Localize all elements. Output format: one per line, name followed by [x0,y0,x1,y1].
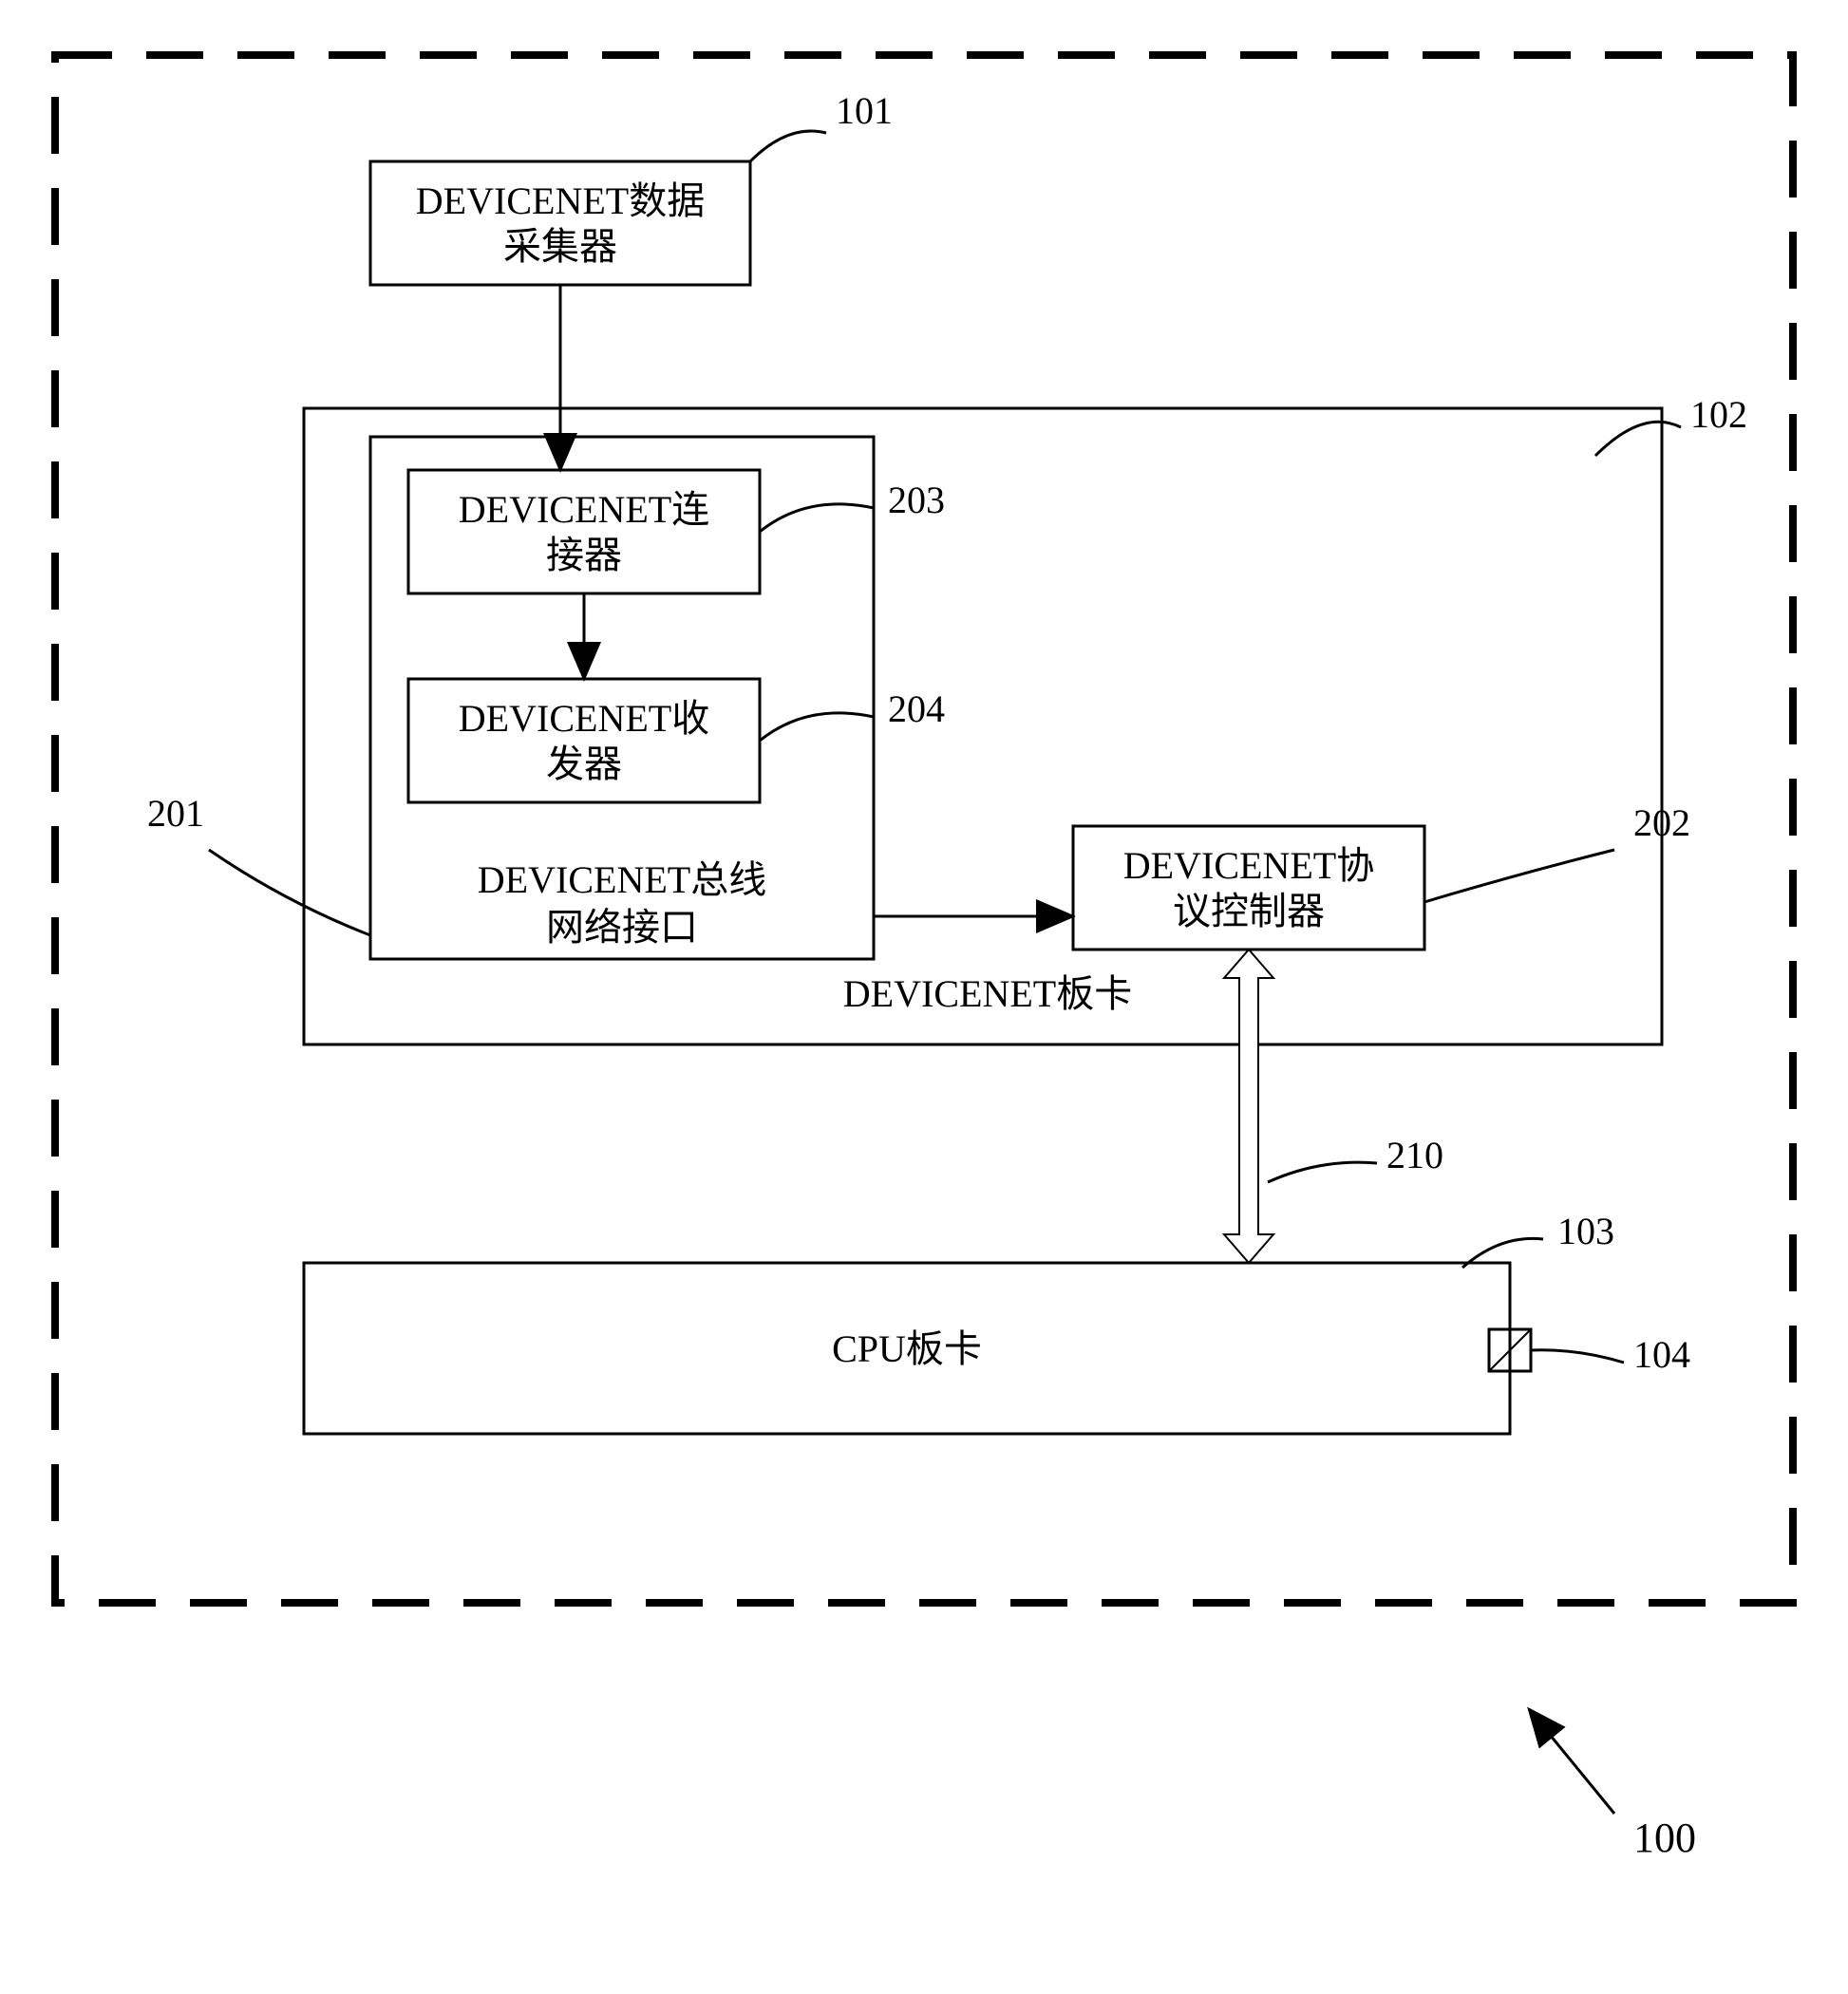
bus-interface-line2: 网络接口 [546,906,698,949]
connector-line1: DEVICENET连 [459,488,709,531]
callout-210-text: 210 [1386,1134,1443,1176]
callout-104-text: 104 [1633,1333,1690,1376]
callout-102-text: 102 [1690,393,1747,436]
callout-103-text: 103 [1557,1210,1614,1252]
devicenet-card-label: DEVICENET板卡 [843,972,1132,1015]
bus-interface-line1: DEVICENET总线 [478,858,766,901]
collector-line2: 采集器 [503,225,617,268]
connector-line2: 接器 [546,534,622,576]
callout-201-text: 201 [147,792,204,835]
callout-203-text: 203 [888,479,945,521]
transceiver-line2: 发器 [546,743,622,785]
protocol-controller-line1: DEVICENET协 [1123,844,1374,887]
callout-202-text: 202 [1633,801,1690,844]
cpu-card-label: CPU板卡 [832,1327,982,1370]
protocol-controller-line2: 议控制器 [1173,890,1325,932]
collector-line1: DEVICENET数据 [416,179,705,222]
callout-100-text: 100 [1633,1815,1696,1861]
callout-204-text: 204 [888,687,945,730]
callout-101-text: 101 [836,89,893,132]
transceiver-line1: DEVICENET收 [459,697,709,740]
